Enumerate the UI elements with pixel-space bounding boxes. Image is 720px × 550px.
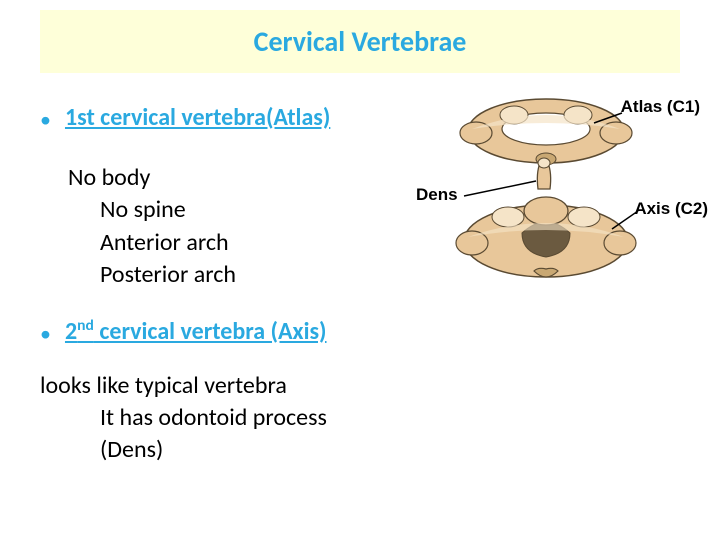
section2-heading-sup: nd (77, 316, 94, 335)
axis-bone (456, 197, 636, 277)
section2-heading-pre: 2 (65, 317, 77, 346)
dens-bone (537, 158, 550, 189)
dens-leader (464, 181, 536, 196)
section2-line3: (Dens) (100, 434, 680, 466)
page-title: Cervical Vertebrae (254, 24, 467, 59)
bullet-icon: • (40, 109, 51, 131)
bullet-2: • 2nd cervical vertebra (Axis) (40, 316, 680, 346)
section2-heading: 2nd cervical vertebra (Axis) (65, 316, 327, 346)
section2-heading-post: cervical vertebra (Axis) (94, 317, 327, 346)
section2-line2: It has odontoid process (100, 402, 680, 434)
label-dens: Dens (416, 185, 458, 205)
label-atlas: Atlas (C1) (621, 97, 700, 117)
title-bar: Cervical Vertebrae (40, 10, 680, 73)
section2-line1: looks like typical vertebra (40, 370, 680, 402)
atlas-bone (460, 99, 632, 165)
section1-heading: 1st cervical vertebra(Atlas) (65, 103, 330, 132)
vertebrae-diagram: Atlas (C1) Axis (C2) Dens (416, 81, 706, 311)
content-area: • 1st cervical vertebra(Atlas) No body N… (0, 73, 720, 467)
bullet-icon: • (40, 323, 51, 345)
label-axis: Axis (C2) (634, 199, 708, 219)
